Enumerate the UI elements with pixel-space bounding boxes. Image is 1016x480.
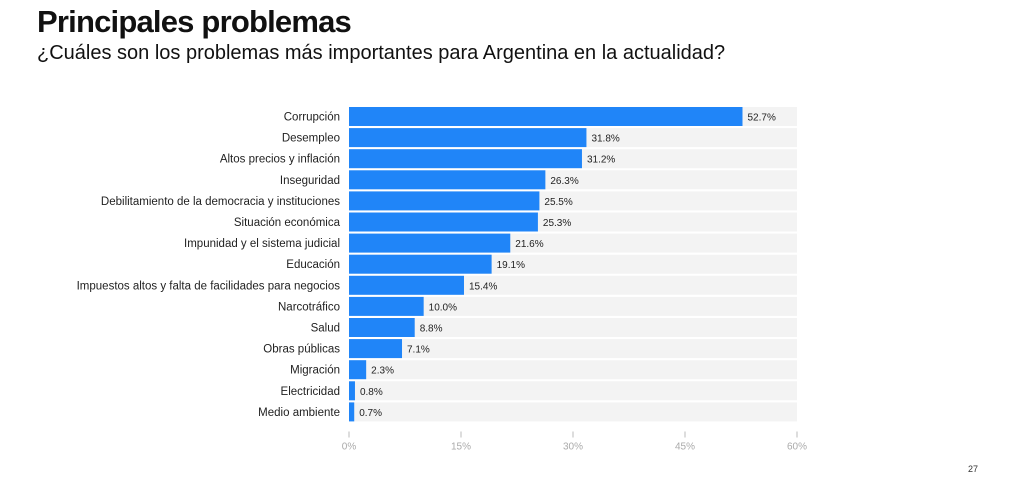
value-label: 25.3% [543,218,571,229]
category-label: Debilitamiento de la democracia y instit… [101,196,340,208]
bar [349,318,415,337]
bar [349,254,492,274]
value-label: 2.3% [371,366,394,377]
x-tick-label: 30% [563,442,583,453]
category-label: Altos precios y inflación [220,154,340,166]
bar-track [349,296,797,316]
value-label: 0.7% [359,408,382,419]
bar [349,212,538,232]
category-label: Educación [286,259,340,271]
bar [349,170,546,190]
category-label: Migración [290,365,340,377]
x-tick-label: 45% [675,442,695,453]
value-label: 0.8% [360,387,383,398]
x-tick-label: 15% [451,442,471,453]
value-label: 19.1% [497,260,525,271]
bar [349,381,355,401]
category-label: Salud [311,323,340,335]
category-label: Electricidad [281,386,340,398]
category-label: Corrupción [284,112,340,124]
bar [349,128,587,148]
category-label: Narcotráfico [278,301,340,313]
value-label: 21.6% [515,239,543,250]
category-label: Medio ambiente [258,407,340,419]
x-tick-label: 60% [787,442,807,453]
bar [349,275,464,295]
bar [349,149,582,169]
value-label: 25.5% [544,197,572,208]
bar [349,402,355,422]
category-label: Obras públicas [263,344,340,356]
bar [349,191,540,211]
page-title: Principales problemas [37,4,352,39]
value-label: 31.2% [587,155,615,166]
category-label: Impunidad y el sistema judicial [184,238,340,250]
value-label: 31.8% [591,134,619,145]
value-label: 7.1% [407,345,430,356]
bar [349,233,511,253]
x-tick-label: 0% [342,442,357,453]
category-label: Situación económica [234,217,341,229]
bar-track [349,402,797,422]
value-label: 10.0% [429,302,457,313]
bar [349,339,403,359]
bar [349,107,743,126]
bar-track [349,339,797,359]
page-subtitle: ¿Cuáles son los problemas más importante… [37,42,726,64]
category-label: Impuestos altos y falta de facilidades p… [77,280,341,292]
value-label: 15.4% [469,281,497,292]
page-number: 27 [968,464,979,474]
bar-track [349,360,797,380]
category-label: Inseguridad [280,175,340,187]
value-label: 26.3% [550,176,578,187]
bar [349,360,367,380]
bar-track [349,381,797,401]
value-label: 52.7% [747,113,775,124]
bar [349,296,424,316]
bar-track [349,318,797,337]
value-label: 8.8% [420,324,443,335]
category-label: Desempleo [282,133,340,145]
